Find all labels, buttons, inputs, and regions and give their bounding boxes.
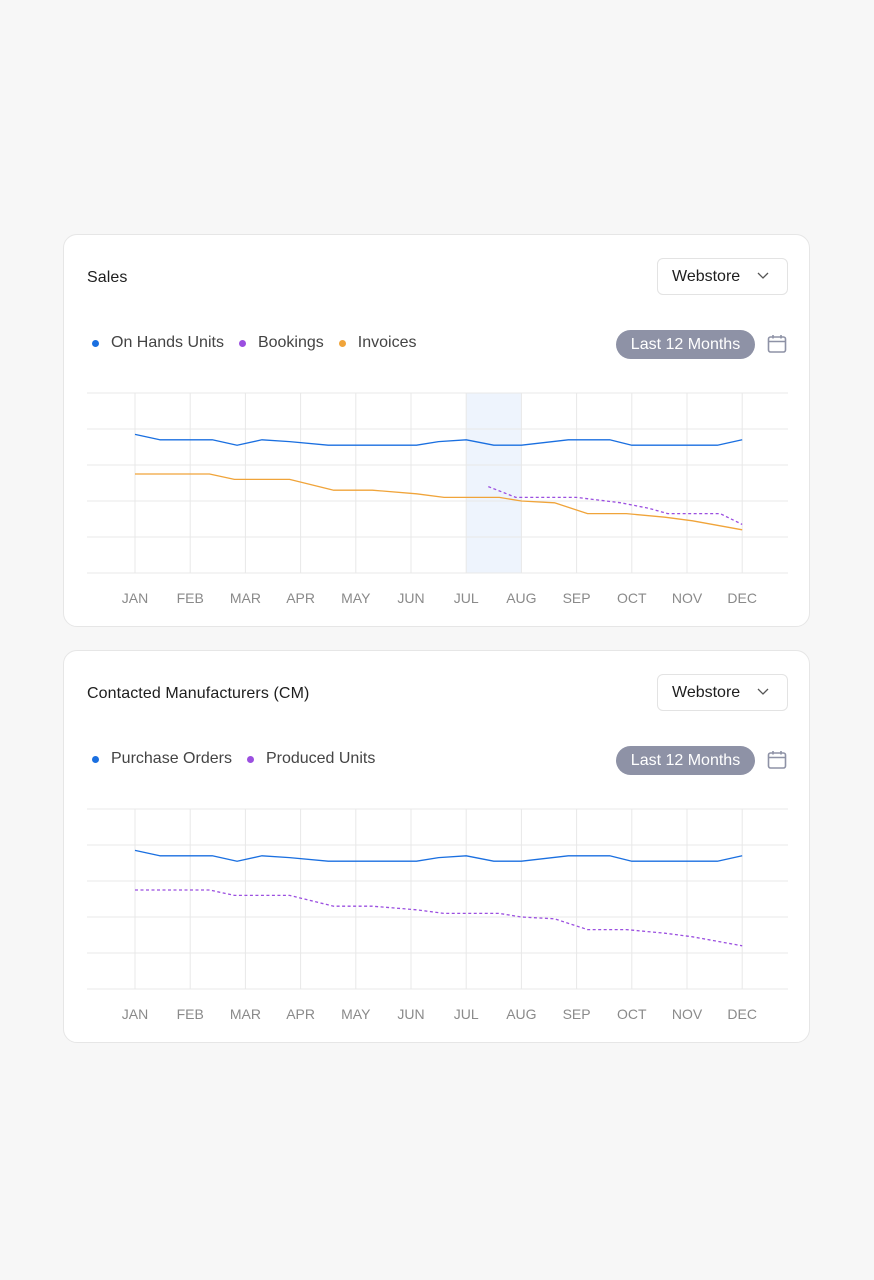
store-select[interactable]: Webstore — [657, 258, 788, 295]
x-tick-label: DEC — [727, 590, 757, 606]
x-tick-label: JAN — [122, 590, 148, 606]
calendar-icon[interactable] — [767, 334, 787, 354]
x-tick-label: FEB — [177, 1006, 204, 1022]
card-title: Sales — [87, 269, 128, 286]
sales-line-chart: JAN FEB MAR APR MAY JUN JUL AUG SEP OCT NOV DEC — [87, 392, 788, 606]
legend-label: Purchase Orders — [111, 750, 232, 767]
legend-dot — [246, 755, 254, 763]
period-filter-button[interactable]: Last 12 Months — [616, 330, 755, 359]
chevron-down-icon — [757, 688, 769, 695]
legend-item-produced-units: Produced Units — [246, 750, 376, 768]
legend-dot — [92, 755, 99, 763]
x-tick-label: APR — [286, 590, 315, 606]
legend-dot — [92, 339, 99, 347]
legend-item-bookings: Bookings — [238, 334, 324, 352]
x-tick-label: AUG — [506, 590, 536, 606]
x-tick-label: MAR — [230, 1006, 261, 1022]
chevron-down-icon — [757, 272, 769, 279]
x-tick-label: MAY — [341, 590, 371, 606]
legend-dot — [238, 339, 246, 347]
x-tick-label: DEC — [727, 1006, 757, 1022]
chart-legend: Purchase Orders Produced Units — [92, 747, 390, 771]
legend-item-invoices: Invoices — [338, 334, 417, 352]
x-tick-label: SEP — [563, 590, 591, 606]
legend-label: Bookings — [257, 334, 324, 351]
highlight-band — [466, 393, 522, 573]
card-title: Contacted Manufacturers (CM) — [87, 685, 310, 702]
x-tick-label: JAN — [122, 1006, 148, 1022]
legend-item-purchase-orders: Purchase Orders — [92, 750, 232, 768]
x-tick-label: NOV — [672, 1006, 703, 1022]
x-tick-label: OCT — [617, 1006, 647, 1022]
series-line-on-hands-units — [134, 433, 743, 446]
x-tick-label: JUL — [454, 1006, 479, 1022]
legend-dot — [338, 339, 346, 347]
x-tick-label: AUG — [506, 1006, 536, 1022]
cm-card: Contacted Manufacturers (CM) Webstore Pu… — [63, 650, 810, 1043]
series-line-produced-units — [135, 889, 743, 947]
x-tick-label: FEB — [177, 590, 204, 606]
legend-label: Produced Units — [265, 750, 376, 767]
x-tick-label: MAY — [341, 1006, 371, 1022]
x-tick-label: JUL — [454, 590, 479, 606]
series-line-purchase-orders — [134, 849, 743, 862]
legend-label: On Hands Units — [111, 334, 224, 351]
store-select-value: Webstore — [672, 267, 741, 285]
legend-item-on-hands-units: On Hands Units — [92, 334, 224, 352]
store-select-value: Webstore — [672, 683, 741, 701]
series-line-invoices — [135, 473, 743, 531]
x-tick-label: OCT — [617, 590, 647, 606]
store-select[interactable]: Webstore — [657, 674, 788, 711]
calendar-icon[interactable] — [767, 750, 787, 770]
series-line-bookings — [488, 485, 743, 525]
x-tick-label: NOV — [672, 590, 703, 606]
cm-line-chart: JAN FEB MAR APR MAY JUN JUL AUG SEP OCT NOV DEC — [87, 808, 788, 1022]
x-tick-label: JUN — [397, 590, 424, 606]
period-filter-button[interactable]: Last 12 Months — [616, 746, 755, 775]
x-tick-label: SEP — [563, 1006, 591, 1022]
x-tick-label: APR — [286, 1006, 315, 1022]
legend-label: Invoices — [357, 334, 417, 351]
x-tick-label: MAR — [230, 590, 261, 606]
chart-legend: On Hands Units Bookings Invoices — [92, 331, 431, 355]
sales-card: Sales Webstore On Hands Units Bookings I… — [63, 234, 810, 627]
x-tick-label: JUN — [397, 1006, 424, 1022]
